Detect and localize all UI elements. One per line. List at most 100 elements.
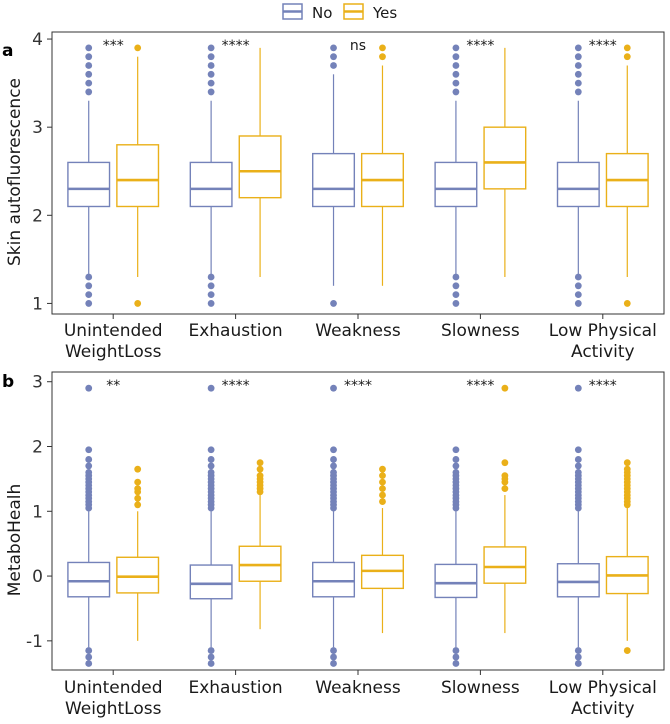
outlier-point (85, 44, 93, 52)
box-iqr (67, 161, 111, 208)
outlier-point (623, 53, 631, 61)
panel-a-box-yes (116, 44, 160, 307)
x-tick-label-line: Exhaustion (188, 678, 282, 698)
outlier-point (85, 462, 93, 470)
outlier-point (379, 472, 386, 480)
outlier-point (379, 491, 386, 499)
panel-b-y-tick-label: 1 (32, 502, 43, 522)
outlier-point (452, 282, 460, 290)
panel-b-box-no (556, 384, 600, 667)
x-tick-label-line: Slowness (441, 678, 520, 698)
panel-a-x-tick-label: Weakness (315, 321, 401, 341)
outlier-point (134, 44, 142, 52)
outlier-point (452, 462, 460, 470)
outlier-point (623, 459, 631, 467)
box-iqr (434, 563, 478, 599)
panel-a-y-tick-label: 1 (32, 294, 43, 314)
panel-b-significance-label: **** (222, 378, 250, 394)
outlier-point (452, 647, 460, 654)
outlier-point (330, 462, 337, 470)
outlier-point (452, 53, 460, 61)
panel-a-y-tick-label: 2 (32, 206, 43, 226)
panel-b-boxes: ** **** **** **** **** (67, 378, 649, 667)
x-tick-label-line: Weakness (315, 678, 401, 698)
outlier-point (207, 446, 215, 454)
box-iqr (483, 126, 527, 190)
outlier-point (207, 53, 215, 61)
outlier-point (330, 647, 337, 654)
x-tick-label-line: Slowness (441, 321, 520, 341)
outlier-point (330, 62, 337, 69)
outlier-point (574, 273, 582, 281)
panel-b-label: b (2, 372, 14, 392)
outlier-point (207, 282, 215, 290)
panel-b-box-yes (483, 384, 527, 634)
panel-b-box-no (312, 384, 356, 667)
panel-b-y-tick-label: 3 (32, 373, 43, 393)
panel-a-significance-label: **** (589, 38, 617, 54)
x-tick-label-line: Exhaustion (188, 321, 282, 341)
outlier-point (574, 469, 582, 476)
box-iqr (312, 152, 356, 208)
outlier-point (85, 300, 93, 307)
outlier-point (452, 70, 460, 78)
outlier-point (134, 478, 142, 486)
panel-a-x-tick-label: Unintended WeightLoss (64, 321, 163, 362)
panel-b-y-tick-label: 0 (32, 567, 43, 587)
panel-a-y-tick-label: 3 (32, 118, 43, 138)
outlier-point (207, 62, 215, 69)
outlier-point (85, 660, 93, 667)
panel-a-significance-label: **** (466, 38, 494, 54)
x-tick-label-line: WeightLoss (65, 342, 162, 362)
panel-a-significance-label: ns (350, 38, 366, 54)
legend-label-no: No (312, 4, 332, 22)
box-iqr (116, 556, 160, 594)
box-iqr (434, 161, 478, 208)
panel-b-box-yes (360, 465, 404, 634)
outlier-point (574, 647, 582, 654)
box-iqr (189, 564, 233, 600)
box-iqr (556, 161, 600, 208)
panel-a-box-yes (483, 47, 527, 277)
panel-b-x-tick-label: Exhaustion (188, 678, 282, 698)
panel-b-box-yes (116, 465, 160, 641)
outlier-point (256, 465, 264, 473)
x-tick-label-line: Weakness (315, 321, 401, 341)
outlier-point (574, 456, 582, 463)
panel-b-significance-label: **** (589, 378, 617, 394)
legend-label-yes: Yes (372, 4, 397, 22)
x-tick-label-line: WeightLoss (65, 699, 162, 719)
panel-b-significance-label: **** (344, 378, 372, 394)
outlier-point (134, 494, 142, 502)
outlier-point (85, 446, 93, 454)
outlier-point (207, 70, 215, 78)
box-iqr (189, 161, 233, 208)
panel-a-box-yes (238, 47, 282, 277)
outlier-point (330, 44, 337, 52)
outlier-point (574, 62, 582, 69)
box-iqr (238, 135, 282, 199)
outlier-point (207, 469, 215, 476)
outlier-point (452, 660, 460, 667)
outlier-point (574, 384, 582, 392)
outlier-point (452, 79, 460, 87)
outlier-point (574, 282, 582, 290)
outlier-point (330, 660, 337, 667)
box-iqr (116, 144, 160, 208)
outlier-point (330, 469, 337, 476)
outlier-point (574, 462, 582, 470)
outlier-point (574, 70, 582, 78)
panel-a-y-tick-label: 4 (32, 30, 43, 50)
panel-a-box-no (189, 44, 233, 307)
outlier-point (501, 472, 509, 480)
outlier-point (85, 469, 93, 476)
outlier-point (134, 485, 142, 493)
panel-b-plot-border (51, 371, 665, 671)
outlier-point (452, 44, 460, 52)
box-iqr (312, 561, 356, 598)
panel-a-x-tick-label: Low Physical Activity (549, 321, 657, 362)
outlier-point (207, 88, 215, 96)
outlier-point (207, 291, 215, 299)
